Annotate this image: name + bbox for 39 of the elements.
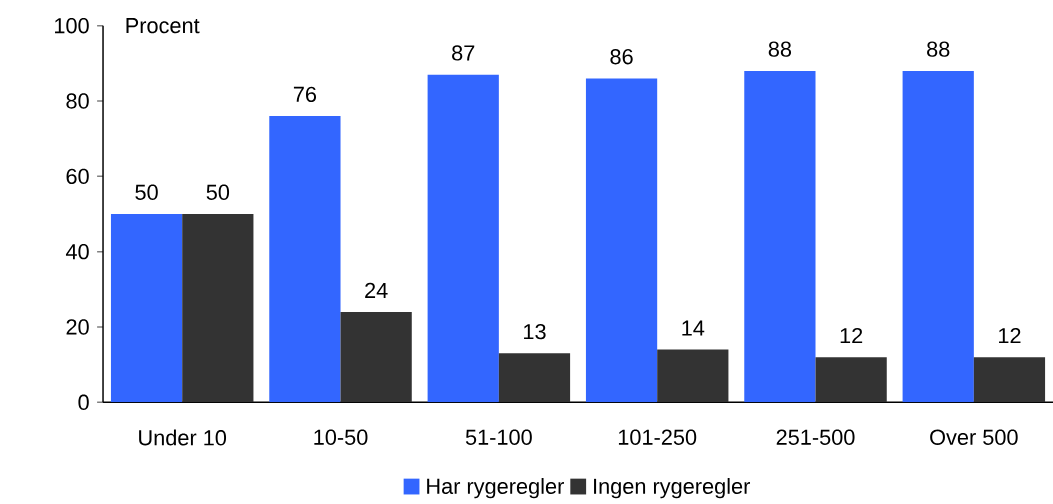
data-label: 86 (610, 48, 633, 65)
data-label: 88 (768, 41, 792, 57)
data-label: 24 (365, 282, 388, 298)
x-tick-label: Under 10 (139, 429, 227, 446)
data-label: 13 (524, 323, 546, 340)
bar (744, 70, 816, 403)
bar (182, 213, 254, 403)
data-label: 50 (135, 184, 158, 200)
y-tick-label: 0 (78, 394, 89, 410)
legend-label: Ingen rygeregler (594, 477, 751, 499)
x-tick-label: 251-500 (776, 429, 855, 445)
bar (340, 311, 412, 403)
x-tick-label: Over 500 (930, 429, 1018, 445)
y-tick-label: 40 (65, 243, 89, 260)
data-label: 50 (206, 184, 230, 200)
y-tick-label: 60 (66, 168, 89, 184)
bar (815, 357, 887, 403)
y-tick-label: 20 (66, 319, 89, 335)
data-label: 87 (452, 45, 475, 61)
x-tick-label: 51-100 (465, 429, 532, 445)
bar (902, 70, 974, 403)
y-tick-label: 100 (55, 17, 89, 34)
data-label: 88 (927, 41, 950, 57)
data-label: 76 (293, 86, 317, 102)
x-tick-label: 10-50 (314, 429, 368, 445)
data-label: 12 (840, 327, 863, 344)
x-tick-label: 101-250 (618, 429, 697, 445)
bar (973, 357, 1046, 403)
bar (498, 353, 571, 403)
bar (110, 213, 183, 403)
bar (269, 116, 341, 403)
bar (657, 349, 729, 403)
bar (427, 74, 499, 403)
legend-label: Har rygeregler (427, 477, 564, 499)
data-label: 12 (999, 327, 1021, 344)
data-label: 14 (682, 320, 705, 336)
y-tick-label: 80 (66, 93, 89, 109)
y-axis-title: Procent (126, 18, 200, 34)
bar (585, 78, 658, 403)
